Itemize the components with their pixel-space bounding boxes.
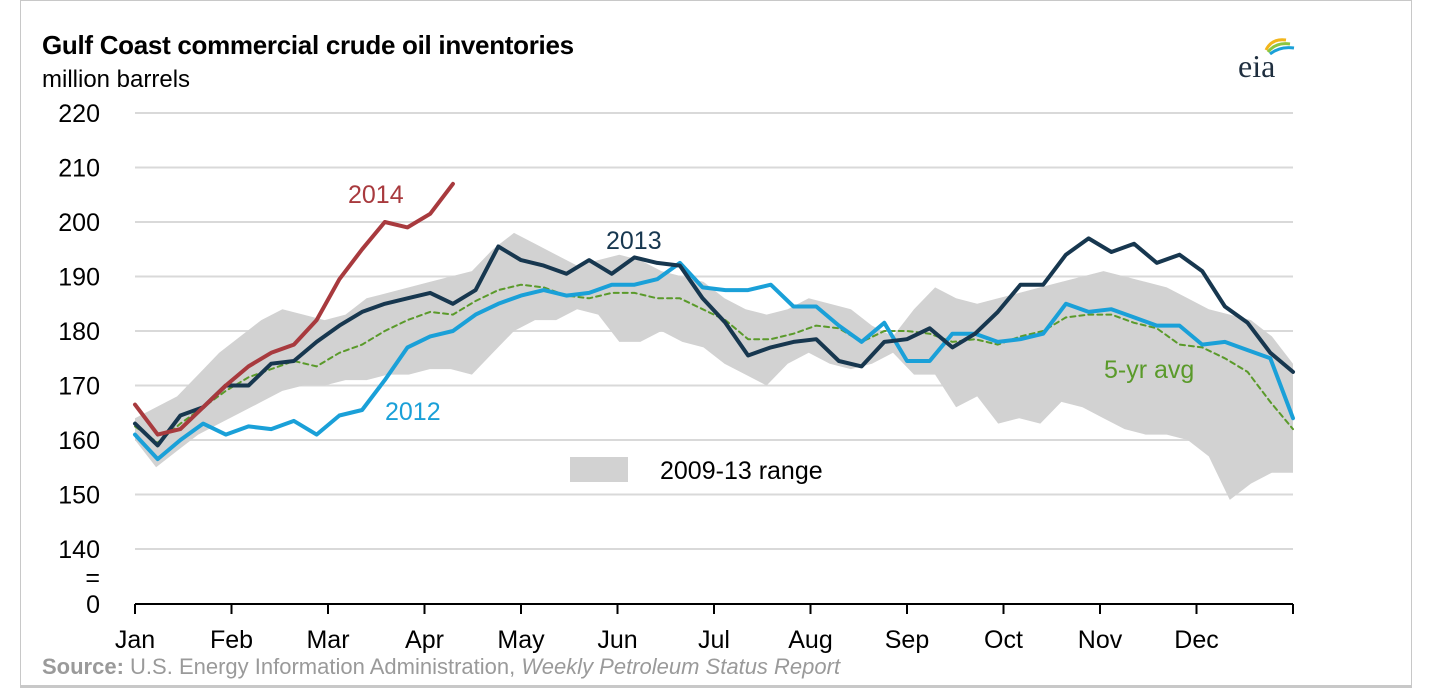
x-tick-label: Sep — [885, 626, 929, 654]
y-tick-label: 210 — [58, 155, 100, 183]
label-2013: 2013 — [606, 227, 662, 255]
x-tick-label: Jun — [597, 626, 637, 654]
x-tick-label: May — [497, 626, 545, 654]
eia-logo-swoosh-icon — [1264, 38, 1295, 56]
x-tick-label: Oct — [984, 626, 1023, 654]
y-tick-label: 220 — [58, 100, 100, 128]
x-tick-label: Feb — [210, 626, 253, 654]
y-tick-label: 140 — [58, 536, 100, 564]
labels: 2014 2013 2012 5-yr avg 2009-13 range — [348, 181, 1194, 485]
source-note: Source: U.S. Energy Information Administ… — [42, 654, 840, 680]
y-tick-label: 150 — [58, 482, 100, 510]
source-label: Source: — [42, 654, 124, 679]
y-tick-label: 160 — [58, 427, 100, 455]
y-tick-label: 180 — [58, 318, 100, 346]
series-line-5-yr-avg — [134, 283, 1294, 444]
chart-title: Gulf Coast commercial crude oil inventor… — [42, 30, 574, 60]
series-line-2012 — [133, 260, 1295, 462]
x-tick-label: Jan — [115, 626, 155, 654]
source-text: U.S. Energy Information Administration, — [130, 654, 522, 679]
frame-top-border — [20, 0, 1412, 1]
y-tick-label: 190 — [58, 264, 100, 292]
axes: 220 210 200 190 180 170 160 150 140=0 Jan Feb Mar Ap… — [58, 100, 1294, 654]
series-lines — [133, 181, 1295, 462]
x-tick-label: Jul — [698, 626, 730, 654]
y-tick-label: = — [85, 564, 100, 592]
range-band — [135, 232, 1293, 500]
label-2014: 2014 — [348, 181, 404, 209]
bottom-rule — [20, 685, 1412, 688]
source-publication: Weekly Petroleum Status Report — [521, 654, 841, 679]
y-tick-label: 200 — [58, 209, 100, 237]
legend-range-swatch — [570, 457, 628, 482]
y-tick-label: 170 — [58, 373, 100, 401]
label-5yr-avg: 5-yr avg — [1104, 356, 1194, 384]
y-axis-unit-label: million barrels — [42, 66, 191, 93]
x-tick-label: Mar — [306, 626, 349, 654]
x-tick-label: Nov — [1078, 626, 1123, 654]
x-tick-label: Apr — [405, 626, 444, 654]
series-line-2014 — [133, 181, 455, 437]
series-line-2013 — [133, 236, 1295, 448]
label-2012: 2012 — [385, 398, 441, 426]
range-band-area — [135, 232, 1293, 500]
chart-frame — [20, 0, 1412, 688]
y-tick-label: 0 — [86, 591, 100, 619]
x-tick-label: Dec — [1174, 626, 1218, 654]
eia-logo-text: eia — [1238, 48, 1276, 84]
x-tick-label: Aug — [788, 626, 832, 654]
legend-range-label: 2009-13 range — [660, 457, 823, 485]
